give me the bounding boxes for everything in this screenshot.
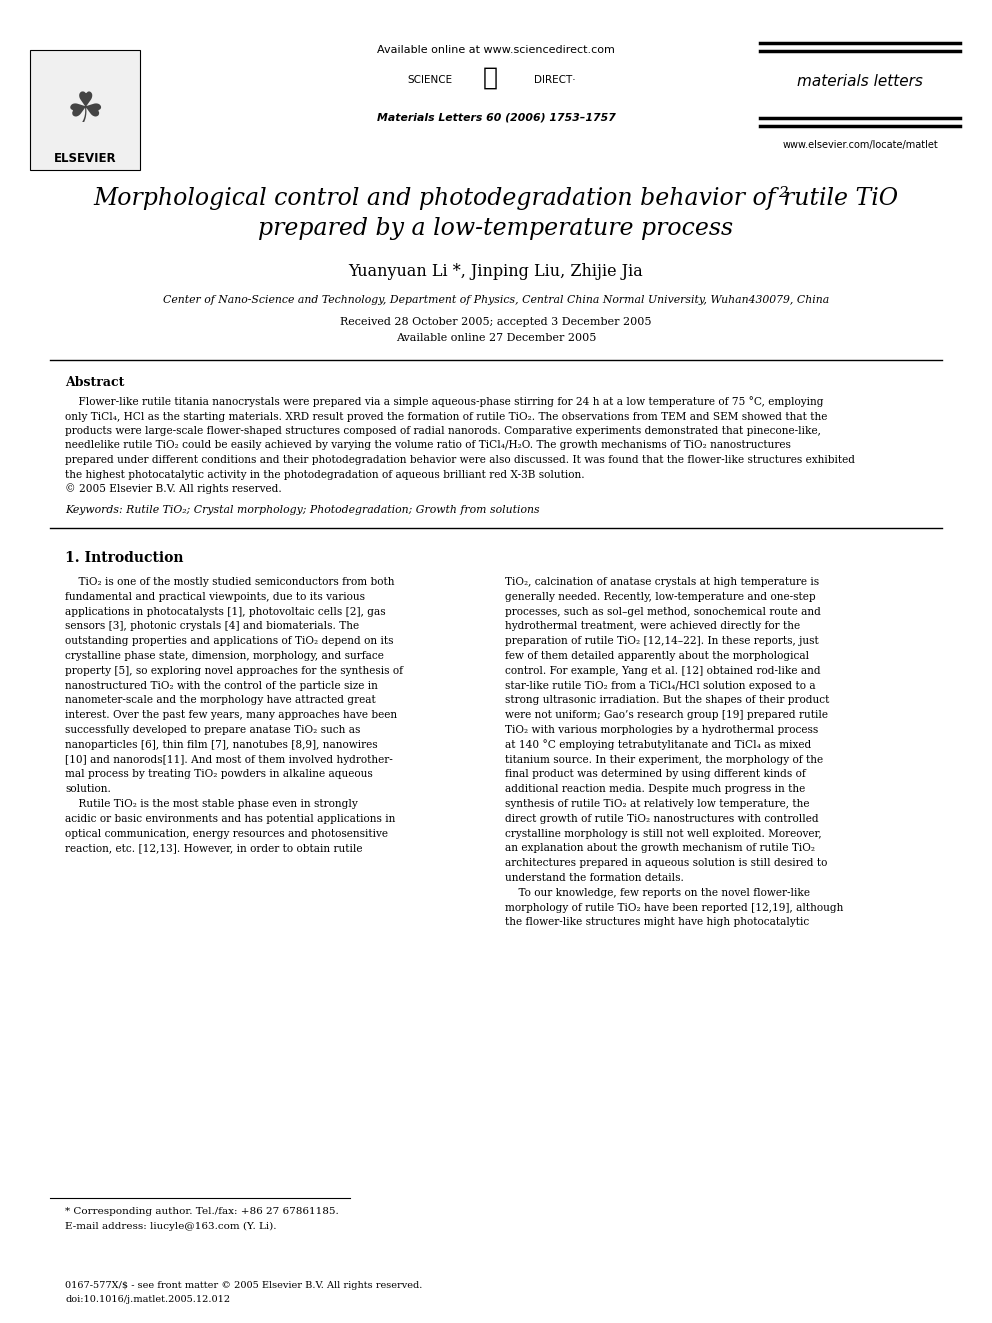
Text: only TiCl₄, HCl as the starting materials. XRD result proved the formation of ru: only TiCl₄, HCl as the starting material… [65, 411, 827, 422]
Text: titanium source. In their experiment, the morphology of the: titanium source. In their experiment, th… [505, 754, 823, 765]
Text: SCIENCE: SCIENCE [408, 75, 452, 85]
Text: products were large-scale flower-shaped structures composed of radial nanorods. : products were large-scale flower-shaped … [65, 426, 820, 437]
Text: www.elsevier.com/locate/matlet: www.elsevier.com/locate/matlet [782, 140, 937, 149]
Text: TiO₂, calcination of anatase crystals at high temperature is: TiO₂, calcination of anatase crystals at… [505, 577, 819, 587]
Text: crystalline morphology is still not well exploited. Moreover,: crystalline morphology is still not well… [505, 828, 821, 839]
Text: Materials Letters 60 (2006) 1753–1757: Materials Letters 60 (2006) 1753–1757 [377, 112, 615, 123]
Text: Morphological control and photodegradation behavior of rutile TiO: Morphological control and photodegradati… [93, 187, 899, 209]
Text: few of them detailed apparently about the morphological: few of them detailed apparently about th… [505, 651, 809, 662]
Text: To our knowledge, few reports on the novel flower-like: To our knowledge, few reports on the nov… [505, 888, 810, 898]
Text: ⓐ: ⓐ [482, 66, 498, 90]
Text: reaction, etc. [12,13]. However, in order to obtain rutile: reaction, etc. [12,13]. However, in orde… [65, 843, 362, 853]
Text: applications in photocatalysts [1], photovoltaic cells [2], gas: applications in photocatalysts [1], phot… [65, 607, 386, 617]
Text: at 140 °C employing tetrabutylitanate and TiCl₄ as mixed: at 140 °C employing tetrabutylitanate an… [505, 740, 811, 750]
Text: control. For example, Yang et al. [12] obtained rod-like and: control. For example, Yang et al. [12] o… [505, 665, 820, 676]
Text: Yuanyuan Li *, Jinping Liu, Zhijie Jia: Yuanyuan Li *, Jinping Liu, Zhijie Jia [348, 263, 644, 280]
Text: doi:10.1016/j.matlet.2005.12.012: doi:10.1016/j.matlet.2005.12.012 [65, 1295, 230, 1304]
Text: TiO₂ with various morphologies by a hydrothermal process: TiO₂ with various morphologies by a hydr… [505, 725, 818, 736]
Text: acidic or basic environments and has potential applications in: acidic or basic environments and has pot… [65, 814, 396, 824]
Text: optical communication, energy resources and photosensitive: optical communication, energy resources … [65, 828, 388, 839]
Text: morphology of rutile TiO₂ have been reported [12,19], although: morphology of rutile TiO₂ have been repo… [505, 902, 843, 913]
Text: direct growth of rutile TiO₂ nanostructures with controlled: direct growth of rutile TiO₂ nanostructu… [505, 814, 818, 824]
Text: sensors [3], photonic crystals [4] and biomaterials. The: sensors [3], photonic crystals [4] and b… [65, 622, 359, 631]
Text: final product was determined by using different kinds of: final product was determined by using di… [505, 770, 806, 779]
Text: property [5], so exploring novel approaches for the synthesis of: property [5], so exploring novel approac… [65, 665, 403, 676]
Text: Abstract: Abstract [65, 376, 124, 389]
Text: the flower-like structures might have high photocatalytic: the flower-like structures might have hi… [505, 917, 809, 927]
Text: fundamental and practical viewpoints, due to its various: fundamental and practical viewpoints, du… [65, 591, 365, 602]
Text: star-like rutile TiO₂ from a TiCl₄/HCl solution exposed to a: star-like rutile TiO₂ from a TiCl₄/HCl s… [505, 680, 815, 691]
Text: Received 28 October 2005; accepted 3 December 2005: Received 28 October 2005; accepted 3 Dec… [340, 318, 652, 327]
Text: an explanation about the growth mechanism of rutile TiO₂: an explanation about the growth mechanis… [505, 843, 815, 853]
Bar [30, 50, 140, 169]
Text: preparation of rutile TiO₂ [12,14–22]. In these reports, just: preparation of rutile TiO₂ [12,14–22]. I… [505, 636, 818, 646]
Text: generally needed. Recently, low-temperature and one-step: generally needed. Recently, low-temperat… [505, 591, 815, 602]
Text: hydrothermal treatment, were achieved directly for the: hydrothermal treatment, were achieved di… [505, 622, 801, 631]
Text: materials letters: materials letters [797, 74, 923, 90]
Text: TiO₂ is one of the mostly studied semiconductors from both: TiO₂ is one of the mostly studied semico… [65, 577, 395, 587]
Text: additional reaction media. Despite much progress in the: additional reaction media. Despite much … [505, 785, 806, 794]
Text: nanoparticles [6], thin film [7], nanotubes [8,9], nanowires: nanoparticles [6], thin film [7], nanotu… [65, 740, 378, 750]
Text: Available online at www.sciencedirect.com: Available online at www.sciencedirect.co… [377, 45, 615, 56]
Text: Available online 27 December 2005: Available online 27 December 2005 [396, 333, 596, 343]
Text: [10] and nanorods[11]. And most of them involved hydrother-: [10] and nanorods[11]. And most of them … [65, 754, 393, 765]
Text: solution.: solution. [65, 785, 111, 794]
Text: Center of Nano-Science and Technology, Department of Physics, Central China Norm: Center of Nano-Science and Technology, D… [163, 295, 829, 306]
Text: ELSEVIER: ELSEVIER [54, 152, 116, 164]
Text: Rutile TiO₂ is the most stable phase even in strongly: Rutile TiO₂ is the most stable phase eve… [65, 799, 358, 808]
Text: interest. Over the past few years, many approaches have been: interest. Over the past few years, many … [65, 710, 397, 720]
Text: needlelike rutile TiO₂ could be easily achieved by varying the volume ratio of T: needlelike rutile TiO₂ could be easily a… [65, 441, 791, 451]
Text: Keywords: Rutile TiO₂; Crystal morphology; Photodegradation; Growth from solutio: Keywords: Rutile TiO₂; Crystal morpholog… [65, 505, 540, 515]
Text: the highest photocatalytic activity in the photodegradation of aqueous brilliant: the highest photocatalytic activity in t… [65, 470, 584, 479]
Text: successfully developed to prepare anatase TiO₂ such as: successfully developed to prepare anatas… [65, 725, 360, 736]
Text: processes, such as sol–gel method, sonochemical route and: processes, such as sol–gel method, sonoc… [505, 607, 820, 617]
Text: were not uniform; Gao’s research group [19] prepared rutile: were not uniform; Gao’s research group [… [505, 710, 828, 720]
Text: 0167-577X/$ - see front matter © 2005 Elsevier B.V. All rights reserved.: 0167-577X/$ - see front matter © 2005 El… [65, 1281, 423, 1290]
Text: © 2005 Elsevier B.V. All rights reserved.: © 2005 Elsevier B.V. All rights reserved… [65, 484, 282, 495]
Text: E-mail address: liucyle@163.com (Y. Li).: E-mail address: liucyle@163.com (Y. Li). [65, 1221, 277, 1230]
Text: 1. Introduction: 1. Introduction [65, 550, 184, 565]
Text: 2: 2 [778, 187, 788, 200]
Text: prepared by a low-temperature process: prepared by a low-temperature process [259, 217, 733, 239]
Text: synthesis of rutile TiO₂ at relatively low temperature, the: synthesis of rutile TiO₂ at relatively l… [505, 799, 809, 808]
Text: DIRECT·: DIRECT· [534, 75, 575, 85]
Text: understand the formation details.: understand the formation details. [505, 873, 683, 882]
Text: architectures prepared in aqueous solution is still desired to: architectures prepared in aqueous soluti… [505, 859, 827, 868]
Text: Flower-like rutile titania nanocrystals were prepared via a simple aqueous-phase: Flower-like rutile titania nanocrystals … [65, 397, 823, 407]
Text: nanometer-scale and the morphology have attracted great: nanometer-scale and the morphology have … [65, 696, 376, 705]
Text: nanostructured TiO₂ with the control of the particle size in: nanostructured TiO₂ with the control of … [65, 680, 378, 691]
Text: * Corresponding author. Tel./fax: +86 27 67861185.: * Corresponding author. Tel./fax: +86 27… [65, 1208, 338, 1217]
Text: mal process by treating TiO₂ powders in alkaline aqueous: mal process by treating TiO₂ powders in … [65, 770, 373, 779]
Text: strong ultrasonic irradiation. But the shapes of their product: strong ultrasonic irradiation. But the s… [505, 696, 829, 705]
Text: crystalline phase state, dimension, morphology, and surface: crystalline phase state, dimension, morp… [65, 651, 384, 662]
Text: outstanding properties and applications of TiO₂ depend on its: outstanding properties and applications … [65, 636, 394, 646]
Text: ☘: ☘ [66, 89, 104, 131]
Text: prepared under different conditions and their photodegradation behavior were als: prepared under different conditions and … [65, 455, 855, 464]
